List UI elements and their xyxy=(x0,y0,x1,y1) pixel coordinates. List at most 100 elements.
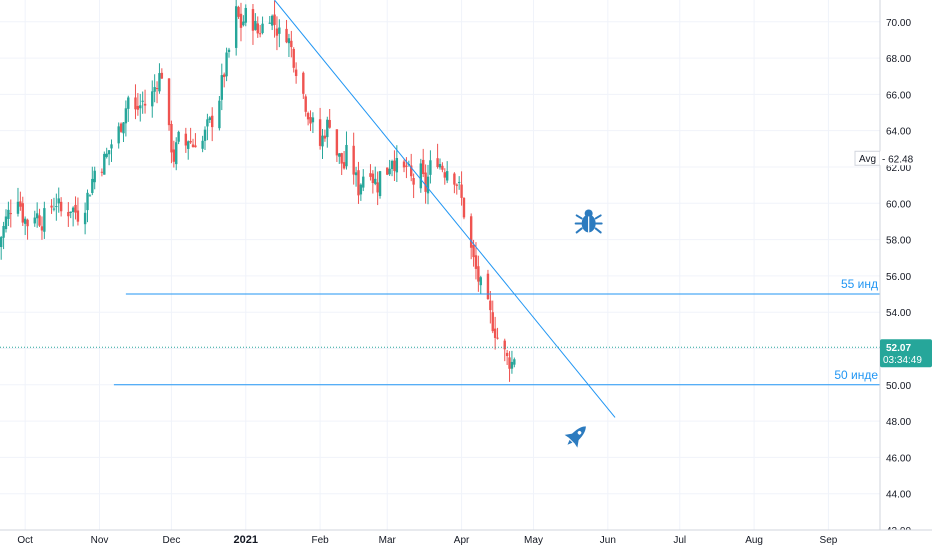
candle-body xyxy=(211,115,214,128)
candle-body xyxy=(26,219,29,227)
candle xyxy=(436,143,439,169)
candle xyxy=(457,176,461,190)
candle-body xyxy=(292,48,295,68)
candle xyxy=(242,15,245,27)
price-axis-bg xyxy=(880,0,932,530)
candle-body xyxy=(486,273,490,300)
candle xyxy=(7,201,10,227)
candle-body xyxy=(23,218,27,224)
candle-body xyxy=(393,160,396,171)
candlestick-series xyxy=(0,0,516,382)
candle-body xyxy=(191,144,195,148)
candle xyxy=(201,135,204,153)
candle xyxy=(57,187,60,213)
candle-body xyxy=(7,209,10,219)
candle xyxy=(462,197,466,220)
time-axis[interactable]: Oct Nov Dec 2021 Feb Mar Apr May Jun Jul Aug Sep xyxy=(0,529,932,550)
candle xyxy=(429,150,432,184)
candle-body xyxy=(225,52,228,77)
rocket-window xyxy=(577,430,582,435)
candle-body xyxy=(55,206,58,208)
candle xyxy=(326,116,329,148)
candle-body xyxy=(302,72,305,94)
candle xyxy=(505,349,509,366)
candle xyxy=(107,150,111,166)
candle-body xyxy=(93,170,96,183)
candle xyxy=(139,93,142,122)
chart-drawings[interactable]: 55 инд 50 инде xyxy=(0,0,880,451)
candle xyxy=(493,316,497,350)
candle-body xyxy=(328,119,331,128)
candle xyxy=(67,202,70,227)
candle-body xyxy=(59,201,63,212)
candle xyxy=(455,183,458,195)
candle xyxy=(479,275,482,295)
candle-body xyxy=(175,142,178,165)
bug-icon[interactable] xyxy=(574,209,603,234)
bug-leg xyxy=(575,214,583,220)
candle-body xyxy=(189,140,192,143)
candle-body xyxy=(496,337,499,339)
candle-body xyxy=(40,226,44,231)
bug-leg xyxy=(594,227,602,234)
candle xyxy=(321,128,324,159)
candle-body xyxy=(340,153,343,164)
candle xyxy=(390,159,394,177)
y-tick-label: 62.00 xyxy=(886,163,911,174)
level-label[interactable]: 50 инде xyxy=(834,368,878,382)
candle xyxy=(158,63,161,94)
candle xyxy=(26,218,29,240)
x-tick-label: Feb xyxy=(311,535,329,546)
candle-body xyxy=(83,212,87,225)
candle xyxy=(460,171,463,206)
rocket-body xyxy=(568,426,586,444)
candle-body xyxy=(170,123,173,153)
candle xyxy=(43,201,46,239)
candle-body xyxy=(438,163,442,168)
candle-body xyxy=(141,100,144,102)
level-label[interactable]: 55 инд xyxy=(841,277,878,291)
candle-body xyxy=(201,140,204,149)
candle xyxy=(412,173,415,199)
trend-line[interactable] xyxy=(274,0,616,418)
candle xyxy=(76,197,80,226)
candle xyxy=(311,112,315,134)
candle xyxy=(275,16,279,51)
candle-body xyxy=(390,161,394,170)
candle-body xyxy=(222,74,226,78)
candle-body xyxy=(378,171,382,197)
candle-body xyxy=(371,173,375,184)
candle-body xyxy=(388,168,391,175)
candle-body xyxy=(119,123,123,132)
candle-body xyxy=(443,172,446,178)
candle-body xyxy=(261,23,264,34)
y-tick-label: 66.00 xyxy=(886,90,911,101)
candle-body xyxy=(472,245,475,258)
candle xyxy=(222,72,226,88)
candle-body xyxy=(21,203,24,223)
bug-head xyxy=(584,209,593,218)
candle-body xyxy=(508,357,511,369)
price-axis[interactable]: 70.00 68.00 66.00 64.00 62.00 60.00 58.00 56.00… xyxy=(879,0,932,537)
candle-body xyxy=(100,171,104,173)
candle xyxy=(405,157,408,179)
candle xyxy=(218,96,221,131)
candle xyxy=(422,148,425,178)
y-tick-label: 50.00 xyxy=(886,381,911,392)
candle xyxy=(143,89,147,114)
time-axis-bg xyxy=(0,530,932,550)
y-tick-label: 58.00 xyxy=(886,236,911,247)
candle-body xyxy=(462,198,466,218)
candle-body xyxy=(105,153,108,157)
candle-body xyxy=(445,171,449,181)
rocket-icon[interactable] xyxy=(561,420,592,451)
candle xyxy=(287,33,291,57)
y-tick-label: 44.00 xyxy=(886,490,911,501)
candle xyxy=(117,122,120,149)
candle xyxy=(93,166,96,190)
chart-grid xyxy=(0,0,880,531)
candle xyxy=(438,158,442,170)
candle xyxy=(359,183,363,201)
candle xyxy=(489,290,492,324)
